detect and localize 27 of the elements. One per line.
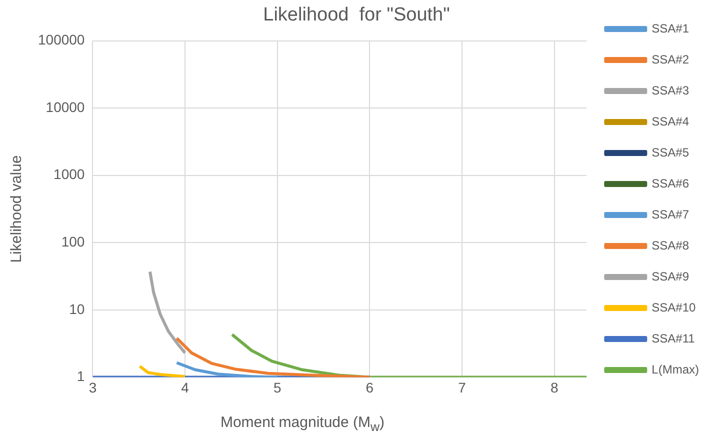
legend-label: SSA#4	[652, 114, 690, 128]
legend-label: SSA#6	[652, 176, 690, 190]
y-tick-label: 100000	[38, 32, 85, 48]
legend-label: SSA#2	[652, 52, 690, 66]
legend-label: SSA#11	[652, 331, 696, 346]
y-axis-title: Likelihood value	[8, 155, 26, 263]
x-tick-label: 7	[458, 379, 466, 396]
y-tick-label: 1000	[54, 166, 85, 182]
x-tick-label: 8	[550, 379, 558, 396]
y-tick-label: 1	[76, 368, 85, 384]
x-tick-label: 4	[181, 379, 190, 396]
legend-label: SSA#5	[652, 145, 690, 160]
chart-title: Likelihood for "South"	[263, 4, 450, 26]
legend-label: SSA#1	[652, 21, 690, 36]
y-tick-label: 100	[61, 234, 85, 250]
legend-label: SSA#3	[652, 83, 690, 98]
x-tick-label: 3	[88, 379, 97, 396]
legend-label: SSA#8	[652, 238, 690, 252]
legend-label: L(Mmax)	[652, 362, 700, 376]
legend-label: SSA#10	[652, 300, 696, 314]
y-tick-label: 10000	[46, 98, 85, 115]
y-tick-label: 10	[69, 300, 85, 317]
x-tick-label: 5	[273, 379, 282, 396]
legend-label: SSA#7	[652, 207, 690, 222]
legend-label: SSA#9	[652, 269, 690, 284]
x-axis-title: Moment magnitude (M$_{w}$)	[219, 414, 386, 434]
x-tick-label: 6	[366, 379, 374, 396]
